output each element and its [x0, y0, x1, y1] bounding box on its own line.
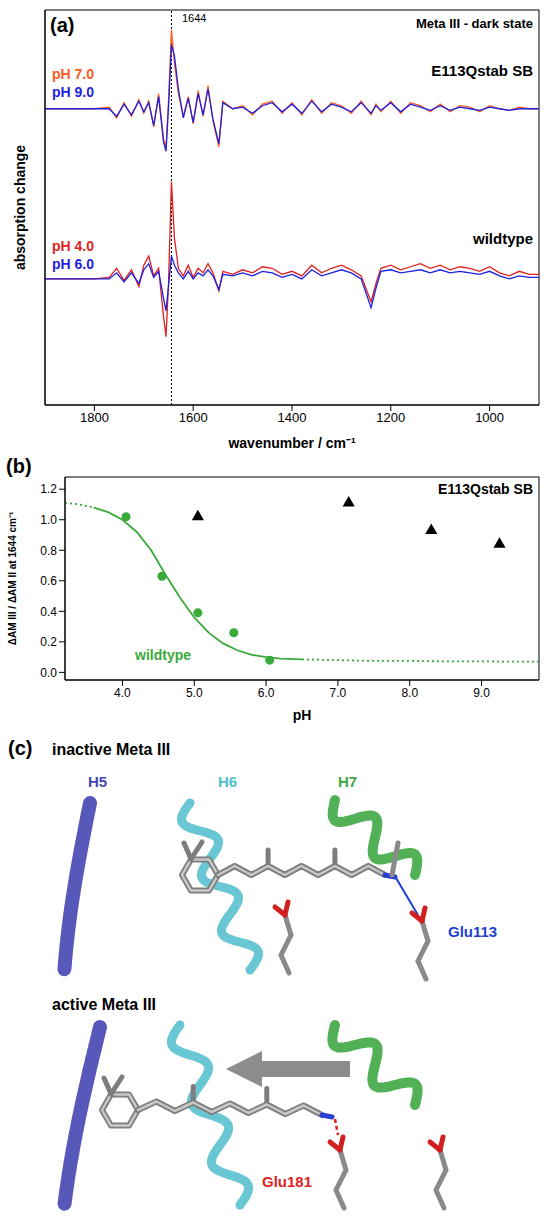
svg-text:1000: 1000	[475, 410, 504, 425]
html-text:pH 4.0: pH 4.0	[52, 238, 94, 254]
svg-text:Glu113: Glu113	[448, 923, 497, 940]
svg-text:H5: H5	[88, 773, 107, 790]
html-text:pH 7.0: pH 7.0	[52, 66, 94, 82]
svg-text:H7: H7	[338, 773, 357, 790]
html-text:(a): (a)	[50, 14, 75, 36]
svg-text:inactive Meta III: inactive Meta III	[52, 741, 170, 758]
html-text:E113Qstab SB: E113Qstab SB	[438, 481, 533, 497]
svg-text:1600: 1600	[179, 410, 208, 425]
html-text:1644: 1644	[182, 12, 207, 24]
svg-text:1800: 1800	[80, 410, 109, 425]
svg-text:Glu181: Glu181	[262, 1173, 312, 1190]
html-text:pH 6.0: pH 6.0	[52, 256, 94, 272]
svg-text:0.0: 0.0	[40, 666, 57, 680]
html-text:Meta III - dark state: Meta III - dark state	[416, 16, 533, 31]
svg-text:0.4: 0.4	[40, 605, 57, 619]
svg-text:8.0: 8.0	[401, 686, 418, 700]
svg-text:0.6: 0.6	[40, 574, 57, 588]
svg-text:6.0: 6.0	[258, 686, 275, 700]
html-text:wildtype: wildtype	[135, 647, 191, 663]
svg-text:absorption change: absorption change	[12, 145, 28, 270]
svg-text:5.0: 5.0	[186, 686, 203, 700]
svg-text:0.2: 0.2	[40, 635, 57, 649]
html-text:wildtype: wildtype	[473, 230, 533, 247]
svg-text:ΔAM III / ΔAM II at 1644 cm⁻¹: ΔAM III / ΔAM II at 1644 cm⁻¹	[7, 511, 18, 645]
svg-text:pH: pH	[293, 707, 312, 723]
svg-text:wavenumber / cm⁻¹: wavenumber / cm⁻¹	[227, 435, 355, 451]
svg-text:(c): (c)	[8, 737, 32, 759]
svg-text:active Meta III: active Meta III	[52, 996, 156, 1013]
svg-text:9.0: 9.0	[473, 686, 490, 700]
svg-text:H6: H6	[218, 773, 237, 790]
svg-text:4.0: 4.0	[114, 686, 131, 700]
svg-text:1.0: 1.0	[40, 513, 57, 527]
svg-text:0.8: 0.8	[40, 544, 57, 558]
svg-text:1400: 1400	[278, 410, 307, 425]
html-text:(b): (b)	[6, 455, 32, 477]
svg-text:1200: 1200	[376, 410, 405, 425]
svg-text:7.0: 7.0	[330, 686, 347, 700]
html-text:E113Qstab SB: E113Qstab SB	[431, 62, 533, 79]
html-text:pH 9.0: pH 9.0	[52, 84, 94, 100]
svg-text:1.2: 1.2	[40, 482, 57, 496]
